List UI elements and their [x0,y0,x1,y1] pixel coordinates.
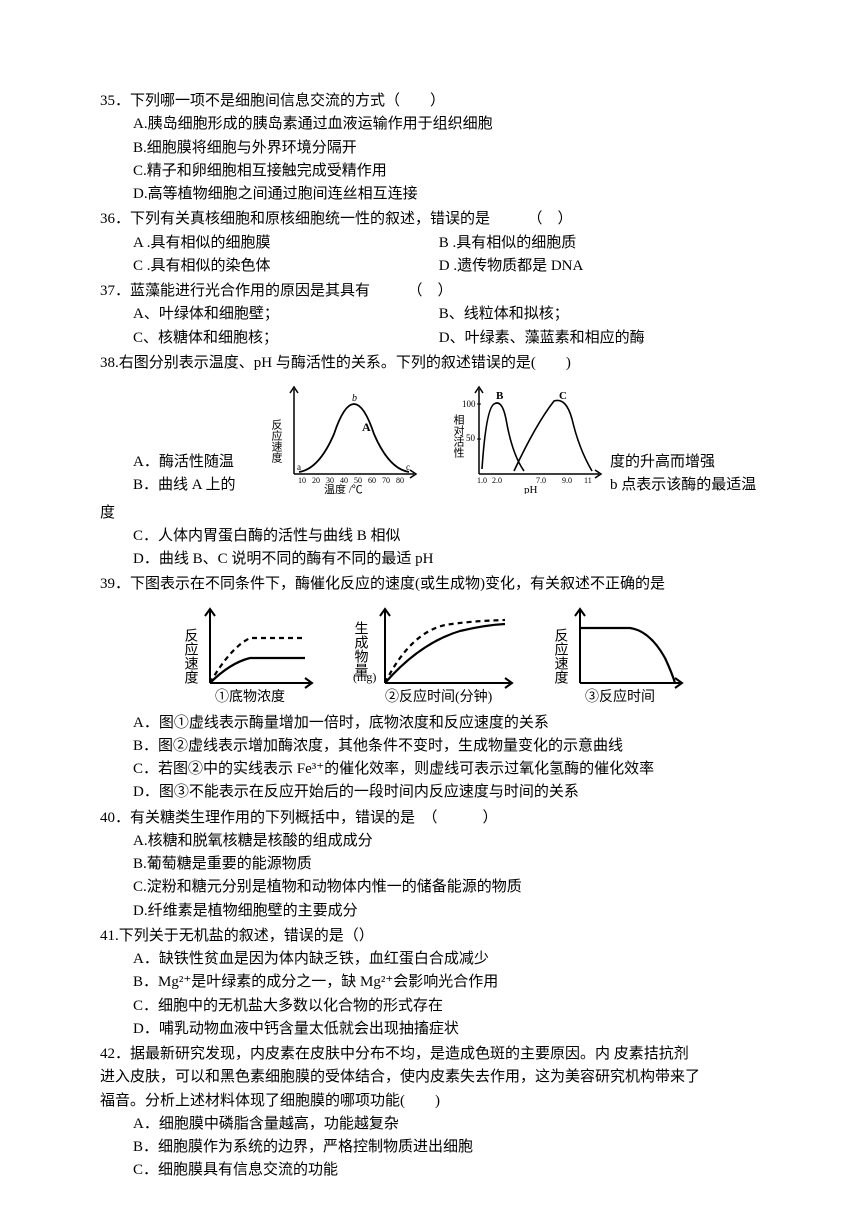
q36-opt-a: A .具有相似的细胞膜 [133,232,439,255]
q39-opt-b: B．图②虚线表示增加酶浓度，其他条件不变时，生成物量变化的示意曲线 [133,735,770,758]
q41-opt-b: B．Mg²⁺是叶绿素的成分之一，缺 Mg²⁺会影响光合作用 [133,971,770,994]
svg-text:A: A [362,420,371,434]
question-41: 41.下列关于无机盐的叙述，错误的是（） A．缺铁性贫血是因为体内缺乏铁，血红蛋… [100,925,770,1041]
q36-opt-d: D .遗传物质都是 DNA [439,255,745,278]
q40-opt-d: D.纤维素是植物细胞壁的主要成分 [133,900,770,923]
svg-text:100: 100 [462,399,476,409]
q36-opt-c: C .具有相似的染色体 [133,255,439,278]
q36-options: A .具有相似的细胞膜 B .具有相似的细胞质 C .具有相似的染色体 D .遗… [100,232,770,279]
q35-stem: 35．下列哪一项不是细胞间信息交流的方式（ ） [100,90,770,113]
svg-text:(mg): (mg) [353,670,376,684]
svg-text:9.0: 9.0 [562,476,572,485]
q39-charts: 反应速度 ①底物浓度 生成物量 (mg) ②反应时间(分钟) 反应速度 ③反应时… [100,603,770,708]
q38-charts: 反应速度 a b c A 102030 405060 7080 温度 /℃ [263,379,610,494]
svg-text:1.0: 1.0 [477,476,487,485]
svg-text:反应速度: 反应速度 [270,419,283,464]
q40-options: A.核糖和脱氧核糖是核酸的组成成分 B.葡萄糖是重要的能源物质 C.淀粉和糖元分… [100,830,770,923]
q40-opt-c: C.淀粉和糖元分别是植物和动物体内惟一的储备能源的物质 [133,876,770,899]
q41-opt-d: D．哺乳动物血液中钙含量太低就会出现抽搐症状 [133,1018,770,1041]
svg-text:50: 50 [466,433,476,443]
q37-opt-b: B、线粒体和拟核； [439,303,745,326]
svg-text:③反应时间: ③反应时间 [585,688,655,705]
q38-stem: 38.右图分别表示温度、pH 与酶活性的关系。下列的叙述错误的是( ) [100,352,770,375]
q38-left-text: A．酶活性随温 B．曲线 A 上的 [100,379,263,498]
q35-num: 35． [100,93,130,109]
q39-chart-1: 反应速度 ①底物浓度 [180,603,320,708]
q39-opt-d: D．图③不能表示在反应开始后的一段时间内反应速度与时间的关系 [133,781,770,804]
svg-text:C: C [559,390,567,402]
q35-options: A.胰岛细胞形成的胰岛素通过血液运输作用于组织细胞 B.细胞膜将细胞与外界环境分… [100,113,770,206]
q40-stem: 40．有关糖类生理作用的下列概括中，错误的是 （ ） [100,807,770,830]
q38-opt-d: D．曲线 B、C 说明不同的酶有不同的最适 pH [133,548,770,571]
svg-text:10: 10 [298,476,306,485]
q39-chart-2: 生成物量 (mg) ②反应时间(分钟) [350,603,520,708]
q36-opt-b: B .具有相似的细胞质 [439,232,745,255]
q39-chart-3: 反应速度 ③反应时间 [550,603,690,708]
svg-text:pH: pH [524,484,538,494]
q42-opt-b: B．细胞膜作为系统的边界，严格控制物质进出细胞 [133,1136,770,1159]
q39-opt-a: A．图①虚线表示酶量增加一倍时，底物浓度和反应速度的关系 [133,712,770,735]
q42-opt-a: A．细胞膜中磷脂含量越高，功能越复杂 [133,1113,770,1136]
q35-opt-c: C.精子和卵细胞相互接触完成受精作用 [133,160,770,183]
svg-text:温度 /℃: 温度 /℃ [324,482,363,494]
q38-opt-a-pre: A．酶活性随温 [133,451,263,474]
q38-options-cd: C．人体内胃蛋白酶的活性与曲线 B 相似 D．曲线 B、C 说明不同的酶有不同的… [100,525,770,572]
svg-text:80: 80 [396,476,404,485]
svg-text:a: a [297,462,301,472]
q41-stem: 41.下列关于无机盐的叙述，错误的是（） [100,925,770,948]
q37-stem: 37．蓝藻能进行光合作用的原因是其具有 （ ） [100,280,770,303]
question-36: 36．下列有关真核细胞和原核细胞统一性的叙述，错误的是 （ ） A .具有相似的… [100,208,770,278]
svg-text:①底物浓度: ①底物浓度 [215,689,285,705]
svg-text:反应速度: 反应速度 [183,628,199,684]
svg-text:70: 70 [382,476,390,485]
question-37: 37．蓝藻能进行光合作用的原因是其具有 （ ） A、叶绿体和细胞壁； B、线粒体… [100,280,770,350]
q39-opt-c: C．若图②中的实线表示 Fe³⁺的催化效率，则虚线可表示过氧化氢酶的催化效率 [133,758,770,781]
question-40: 40．有关糖类生理作用的下列概括中，错误的是 （ ） A.核糖和脱氧核糖是核酸的… [100,807,770,923]
q35-opt-b: B.细胞膜将细胞与外界环境分隔开 [133,137,770,160]
question-39: 39．下图表示在不同条件下，酶催化反应的速度(或生成物)变化，有关叙述不正确的是… [100,573,770,804]
svg-text:反应速度: 反应速度 [553,628,569,684]
svg-text:b: b [352,393,357,404]
svg-text:2.0: 2.0 [492,476,502,485]
svg-text:生成物量: 生成物量 [353,621,369,677]
q41-options: A．缺铁性贫血是因为体内缺乏铁，血红蛋白合成减少 B．Mg²⁺是叶绿素的成分之一… [100,948,770,1041]
question-35: 35．下列哪一项不是细胞间信息交流的方式（ ） A.胰岛细胞形成的胰岛素通过血液… [100,90,770,206]
q38-opt-b-tail: 度 [100,502,770,525]
q38-chart-ph: 相对活性 50 100 B C 1.0 2.0 7.0 9.0 11 pH [444,379,609,494]
q40-opt-a: A.核糖和脱氧核糖是核酸的组成成分 [133,830,770,853]
question-38: 38.右图分别表示温度、pH 与酶活性的关系。下列的叙述错误的是( ) A．酶活… [100,352,770,572]
q42-opt-c: C．细胞膜具有信息交流的功能 [133,1159,770,1182]
q38-opt-c: C．人体内胃蛋白酶的活性与曲线 B 相似 [133,525,770,548]
q38-opt-a-post: 度的升高而增强 [610,451,770,474]
q36-stem: 36．下列有关真核细胞和原核细胞统一性的叙述，错误的是 （ ） [100,208,770,231]
svg-text:②反应时间(分钟): ②反应时间(分钟) [385,688,493,705]
q38-chart-temp: 反应速度 a b c A 102030 405060 7080 温度 /℃ [264,379,424,494]
q37-opt-a: A、叶绿体和细胞壁； [133,303,439,326]
q39-stem: 39．下图表示在不同条件下，酶催化反应的速度(或生成物)变化，有关叙述不正确的是 [100,573,770,596]
q38-opt-b-post: b 点表示该酶的最适温 [610,474,770,497]
q35-opt-a: A.胰岛细胞形成的胰岛素通过血液运输作用于组织细胞 [133,113,770,136]
q38-figure-row: A．酶活性随温 B．曲线 A 上的 反应速度 a b c A 102030 40… [100,379,770,498]
q35-opt-d: D.高等植物细胞之间通过胞间连丝相互连接 [133,183,770,206]
q37-opt-d: D、叶绿素、藻蓝素和相应的酶 [439,327,745,350]
svg-text:60: 60 [368,476,376,485]
svg-text:B: B [496,390,504,402]
q38-right-text: 度的升高而增强 b 点表示该酶的最适温 [610,379,770,498]
svg-text:11: 11 [584,476,592,485]
q38-opt-b-pre: B．曲线 A 上的 [133,474,263,497]
q40-opt-b: B.葡萄糖是重要的能源物质 [133,853,770,876]
svg-text:20: 20 [312,476,320,485]
q37-options: A、叶绿体和细胞壁； B、线粒体和拟核； C、核糖体和细胞核； D、叶绿素、藻蓝… [100,303,770,350]
q41-opt-c: C．细胞中的无机盐大多数以化合物的形式存在 [133,995,770,1018]
q42-stem: 42．据最新研究发现，内皮素在皮肤中分布不均，是造成色斑的主要原因。内 皮素拮抗… [100,1043,770,1113]
q41-opt-a: A．缺铁性贫血是因为体内缺乏铁，血红蛋白合成减少 [133,948,770,971]
svg-text:c: c [406,462,410,472]
q39-options: A．图①虚线表示酶量增加一倍时，底物浓度和反应速度的关系 B．图②虚线表示增加酶… [100,712,770,805]
svg-text:相对活性: 相对活性 [452,414,465,459]
q37-opt-c: C、核糖体和细胞核； [133,327,439,350]
svg-text:7.0: 7.0 [536,476,546,485]
question-42: 42．据最新研究发现，内皮素在皮肤中分布不均，是造成色斑的主要原因。内 皮素拮抗… [100,1043,770,1183]
q42-options: A．细胞膜中磷脂含量越高，功能越复杂 B．细胞膜作为系统的边界，严格控制物质进出… [100,1113,770,1183]
